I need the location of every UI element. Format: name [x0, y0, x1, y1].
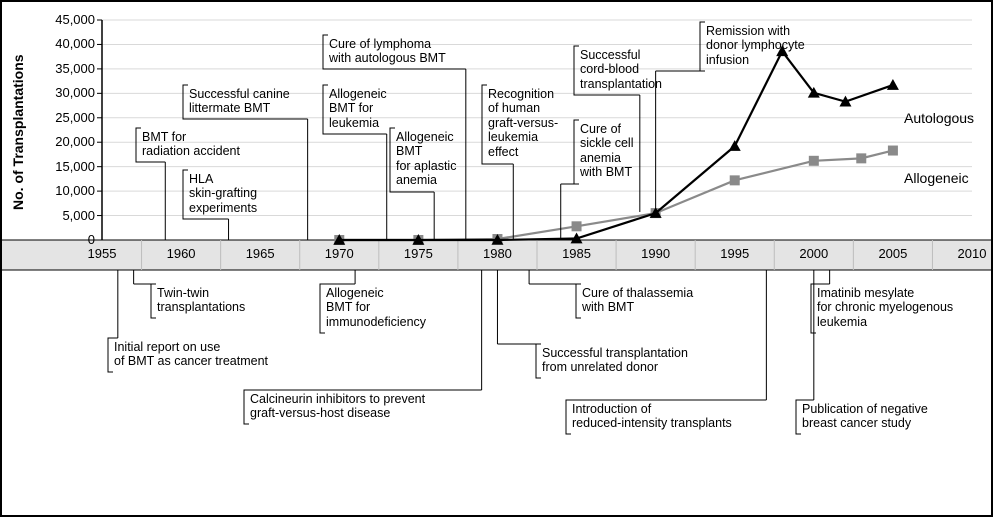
- initial-report: Initial report on useof BMT as cancer tr…: [114, 340, 324, 369]
- y-tick-label: 10,000: [40, 183, 95, 198]
- cure-thalassemia: Cure of thalassemiawith BMT: [582, 286, 742, 315]
- y-tick-label: 35,000: [40, 61, 95, 76]
- y-tick-label: 30,000: [40, 85, 95, 100]
- figure-frame: No. of Transplantations 05,00010,00015,0…: [0, 0, 993, 517]
- cure-lymphoma: Cure of lymphomawith autologous BMT: [329, 37, 509, 66]
- twin-twin: Twin-twintransplantations: [157, 286, 287, 315]
- x-tick-label: 1995: [715, 246, 755, 261]
- y-tick-label: 15,000: [40, 159, 95, 174]
- y-tick-label: 40,000: [40, 36, 95, 51]
- allogeneic-immunodef: AllogeneicBMT forimmunodeficiency: [326, 286, 466, 329]
- x-tick-label: 1970: [319, 246, 359, 261]
- allogeneic-leukemia: AllogeneicBMT forleukemia: [329, 87, 419, 130]
- y-tick-label: 0: [40, 232, 95, 247]
- x-tick-label: 2010: [952, 246, 992, 261]
- successful-canine: Successful caninelittermate BMT: [189, 87, 329, 116]
- x-tick-label: 2005: [873, 246, 913, 261]
- y-tick-label: 25,000: [40, 110, 95, 125]
- x-tick-label: 1980: [477, 246, 517, 261]
- x-tick-label: 1985: [557, 246, 597, 261]
- unrelated-donor: Successful transplantationfrom unrelated…: [542, 346, 742, 375]
- x-tick-label: 1965: [240, 246, 280, 261]
- allogeneic-aplastic: AllogeneicBMTfor aplasticanemia: [396, 130, 476, 188]
- x-tick-label: 1960: [161, 246, 201, 261]
- x-tick-label: 1975: [398, 246, 438, 261]
- allogeneic-label: Allogeneic: [904, 170, 969, 186]
- x-tick-label: 1990: [636, 246, 676, 261]
- imatinib: Imatinib mesylatefor chronic myelogenous…: [817, 286, 993, 329]
- y-tick-label: 45,000: [40, 12, 95, 27]
- y-tick-label: 5,000: [40, 208, 95, 223]
- cord-blood: Successfulcord-bloodtransplantation: [580, 48, 700, 91]
- x-tick-label: 2000: [794, 246, 834, 261]
- negative-study: Publication of negativebreast cancer stu…: [802, 402, 982, 431]
- y-tick-label: 20,000: [40, 134, 95, 149]
- x-tick-label: 1955: [82, 246, 122, 261]
- calcineurin: Calcineurin inhibitors to preventgraft-v…: [250, 392, 490, 421]
- reduced-intensity: Introduction ofreduced-intensity transpl…: [572, 402, 792, 431]
- autologous-label: Autologous: [904, 110, 974, 126]
- bmt-radiation: BMT forradiation accident: [142, 130, 282, 159]
- remission-dli: Remission withdonor lymphocyteinfusion: [706, 24, 846, 67]
- recognition-gvl: Recognitionof humangraft-versus-leukemia…: [488, 87, 588, 159]
- cure-sickle: Cure ofsickle cellanemiawith BMT: [580, 122, 660, 180]
- hla-skin: HLAskin-graftingexperiments: [189, 172, 299, 215]
